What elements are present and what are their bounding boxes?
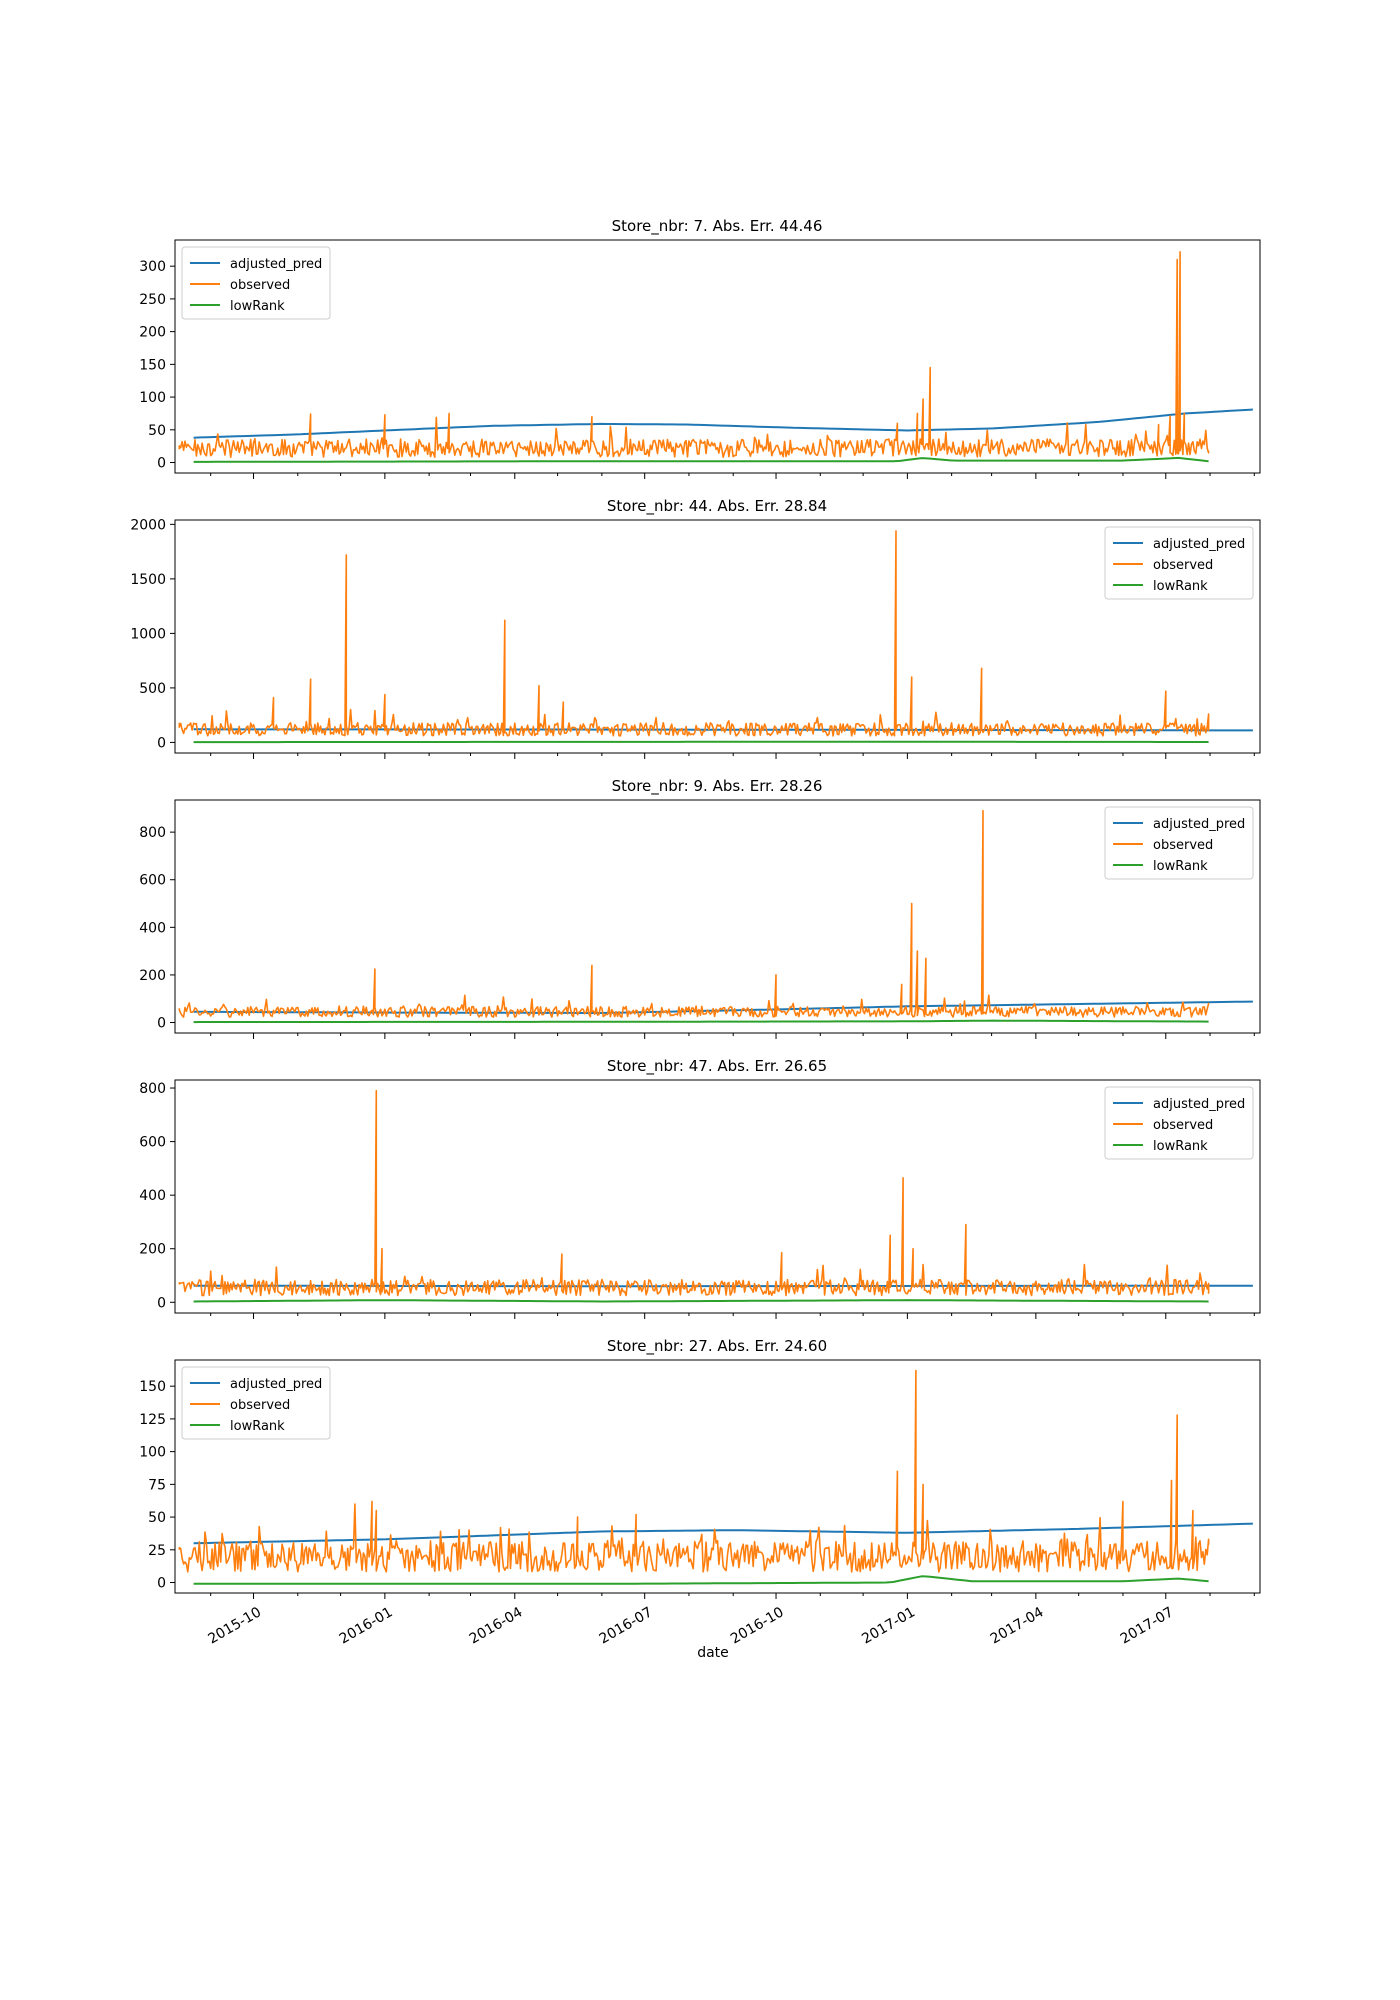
- series-line-lowrank: [193, 1575, 1209, 1585]
- y-tick-label: 250: [139, 292, 166, 308]
- y-tick-label: 0: [157, 1016, 166, 1032]
- y-tick-label: 100: [139, 390, 166, 406]
- legend-label-lowrank: lowRank: [1153, 1139, 1208, 1154]
- subplot-1: Store_nbr: 44. Abs. Err. 28.84 0 500 1000 1…: [130, 497, 1261, 759]
- series-group: [178, 251, 1253, 463]
- plot-area: [174, 239, 1261, 474]
- y-tick-label: 300: [139, 259, 166, 275]
- y-tick-label: 50: [148, 423, 166, 439]
- legend: adjusted_pred observed lowRank: [181, 1366, 331, 1440]
- legend-label-lowrank: lowRank: [230, 1419, 285, 1434]
- plot-area: [174, 519, 1261, 754]
- x-ticks: [210, 1313, 1255, 1319]
- subplot-title: Store_nbr: 9. Abs. Err. 28.26: [612, 777, 823, 796]
- x-ticks: [210, 1033, 1255, 1039]
- legend: adjusted_pred observed lowRank: [1104, 1086, 1254, 1160]
- y-tick-label: 1000: [130, 626, 166, 642]
- y-tick-label: 200: [139, 968, 166, 984]
- y-tick-label: 50: [148, 1510, 166, 1526]
- subplot-title: Store_nbr: 7. Abs. Err. 44.46: [612, 217, 823, 236]
- legend-label-observed: observed: [230, 278, 290, 293]
- series-group: [178, 1369, 1253, 1585]
- series-line-observed: [178, 530, 1210, 737]
- y-tick-label: 400: [139, 920, 166, 936]
- series-line-observed: [178, 1089, 1210, 1297]
- y-tick-label: 200: [139, 1242, 166, 1258]
- subplot-2: Store_nbr: 9. Abs. Err. 28.26 0 200 400 600…: [139, 777, 1261, 1039]
- x-axis-label: date: [697, 1645, 729, 1661]
- legend-label-observed: observed: [230, 1398, 290, 1413]
- series-group: [178, 530, 1253, 744]
- y-ticks: 0 50 100 150 200 250 300: [139, 259, 175, 472]
- legend-label-adjusted-pred: adjusted_pred: [230, 1377, 322, 1392]
- subplot-title: Store_nbr: 47. Abs. Err. 26.65: [607, 1057, 827, 1076]
- y-tick-label: 200: [139, 325, 166, 341]
- x-ticks: [210, 753, 1255, 759]
- series-line-observed: [178, 1369, 1210, 1573]
- y-ticks: 0 200 400 600 800: [139, 825, 175, 1032]
- plot-area: [174, 1359, 1261, 1594]
- y-ticks: 0 200 400 600 800: [139, 1081, 175, 1311]
- y-tick-label: 150: [139, 357, 166, 373]
- legend-label-observed: observed: [1153, 558, 1213, 573]
- series-line-observed: [178, 809, 1210, 1018]
- legend-label-adjusted-pred: adjusted_pred: [230, 257, 322, 272]
- legend-box: [1104, 806, 1254, 880]
- y-tick-label: 600: [139, 1135, 166, 1151]
- legend: adjusted_pred observed lowRank: [1104, 526, 1254, 600]
- y-tick-label: 100: [139, 1445, 166, 1461]
- y-tick-label: 0: [157, 1576, 166, 1592]
- plot-area: [174, 799, 1261, 1034]
- series-line-adjusted-pred: [193, 408, 1253, 439]
- legend-box: [1104, 526, 1254, 600]
- subplot-3: Store_nbr: 47. Abs. Err. 26.65 0 200 400 60…: [139, 1057, 1261, 1319]
- y-tick-label: 150: [139, 1379, 166, 1395]
- legend-label-adjusted-pred: adjusted_pred: [1153, 537, 1245, 552]
- legend: adjusted_pred observed lowRank: [181, 246, 331, 320]
- legend-box: [181, 1366, 331, 1440]
- y-tick-label: 0: [157, 1295, 166, 1311]
- y-tick-label: 0: [157, 456, 166, 472]
- series-line-observed: [178, 251, 1210, 458]
- subplot-0: Store_nbr: 7. Abs. Err. 44.46 0 50 100 150 2…: [139, 217, 1261, 479]
- y-tick-label: 125: [139, 1412, 166, 1428]
- series-line-lowrank: [193, 456, 1209, 463]
- legend-label-lowrank: lowRank: [1153, 859, 1208, 874]
- series-group: [178, 809, 1253, 1024]
- series-group: [178, 1089, 1253, 1303]
- y-ticks: 0 500 1000 1500 2000: [130, 517, 175, 751]
- y-tick-label: 25: [148, 1543, 166, 1559]
- y-tick-label: 2000: [130, 517, 166, 533]
- series-line-lowrank: [193, 1019, 1209, 1024]
- legend-label-lowrank: lowRank: [230, 299, 285, 314]
- legend-label-lowrank: lowRank: [1153, 579, 1208, 594]
- y-tick-label: 75: [148, 1477, 166, 1493]
- series-line-lowrank: [193, 1299, 1209, 1303]
- legend-label-observed: observed: [1153, 838, 1213, 853]
- y-ticks: 0 25 50 75 100 125 150: [139, 1379, 175, 1592]
- y-tick-label: 800: [139, 1081, 166, 1097]
- legend-label-observed: observed: [1153, 1118, 1213, 1133]
- y-tick-label: 500: [139, 681, 166, 697]
- legend: adjusted_pred observed lowRank: [1104, 806, 1254, 880]
- y-tick-label: 1500: [130, 572, 166, 588]
- y-tick-label: 600: [139, 873, 166, 889]
- legend-box: [181, 246, 331, 320]
- subplot-title: Store_nbr: 44. Abs. Err. 28.84: [607, 497, 827, 516]
- legend-label-adjusted-pred: adjusted_pred: [1153, 817, 1245, 832]
- y-tick-label: 800: [139, 825, 166, 841]
- y-tick-label: 400: [139, 1188, 166, 1204]
- subplot-title: Store_nbr: 27. Abs. Err. 24.60: [607, 1337, 827, 1356]
- x-ticks: [210, 473, 1255, 479]
- y-tick-label: 0: [157, 735, 166, 751]
- legend-label-adjusted-pred: adjusted_pred: [1153, 1097, 1245, 1112]
- legend-box: [1104, 1086, 1254, 1160]
- plot-area: [174, 1079, 1261, 1314]
